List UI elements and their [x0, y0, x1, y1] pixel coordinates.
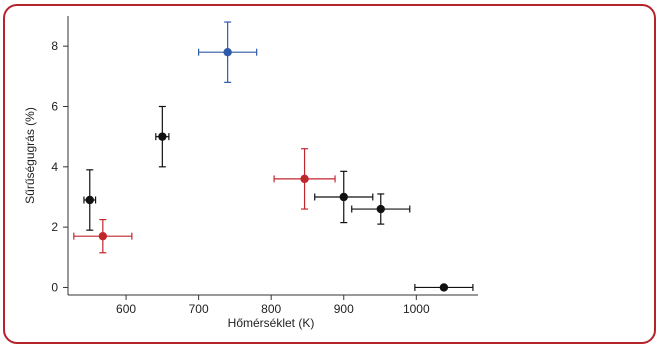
point-marker: [376, 204, 385, 214]
data-point: [273, 148, 336, 210]
y-axis-title: Sűrűségugrás (%): [23, 107, 37, 204]
x-tick-label: 600: [116, 302, 136, 316]
y-tick-label: 8: [51, 39, 58, 53]
point-marker: [223, 47, 232, 57]
point-marker: [98, 231, 108, 241]
point-marker: [85, 195, 94, 205]
data-point: [198, 21, 258, 83]
axes: [67, 16, 478, 296]
y-tick-label: 0: [51, 280, 58, 294]
scatter-chart: 0 2 4 6 8 600 700 800 900 1000 Hőmérséklet (K) S…: [23, 16, 478, 330]
data-point: [414, 283, 474, 292]
point-marker: [300, 174, 309, 184]
x-tick-label: 800: [261, 302, 281, 316]
data-point: [314, 170, 374, 224]
y-tick-label: 2: [51, 220, 58, 234]
data-point: [73, 218, 133, 254]
data-points: [73, 21, 474, 292]
x-axis-title: Hőmérséklet (K): [228, 316, 315, 330]
point-marker: [439, 283, 449, 292]
x-ticks: 600 700 800 900 1000: [116, 295, 430, 316]
data-point: [83, 169, 97, 231]
x-tick-label: 1000: [403, 302, 430, 316]
y-tick-label: 6: [51, 99, 58, 113]
data-point: [351, 193, 411, 225]
point-marker: [339, 192, 348, 202]
x-tick-label: 900: [334, 302, 354, 316]
x-tick-label: 700: [189, 302, 209, 316]
data-point: [155, 105, 170, 168]
chart-frame: [3, 4, 656, 344]
y-ticks: 0 2 4 6 8: [51, 39, 68, 294]
point-marker: [158, 132, 167, 141]
y-tick-label: 4: [51, 160, 58, 174]
